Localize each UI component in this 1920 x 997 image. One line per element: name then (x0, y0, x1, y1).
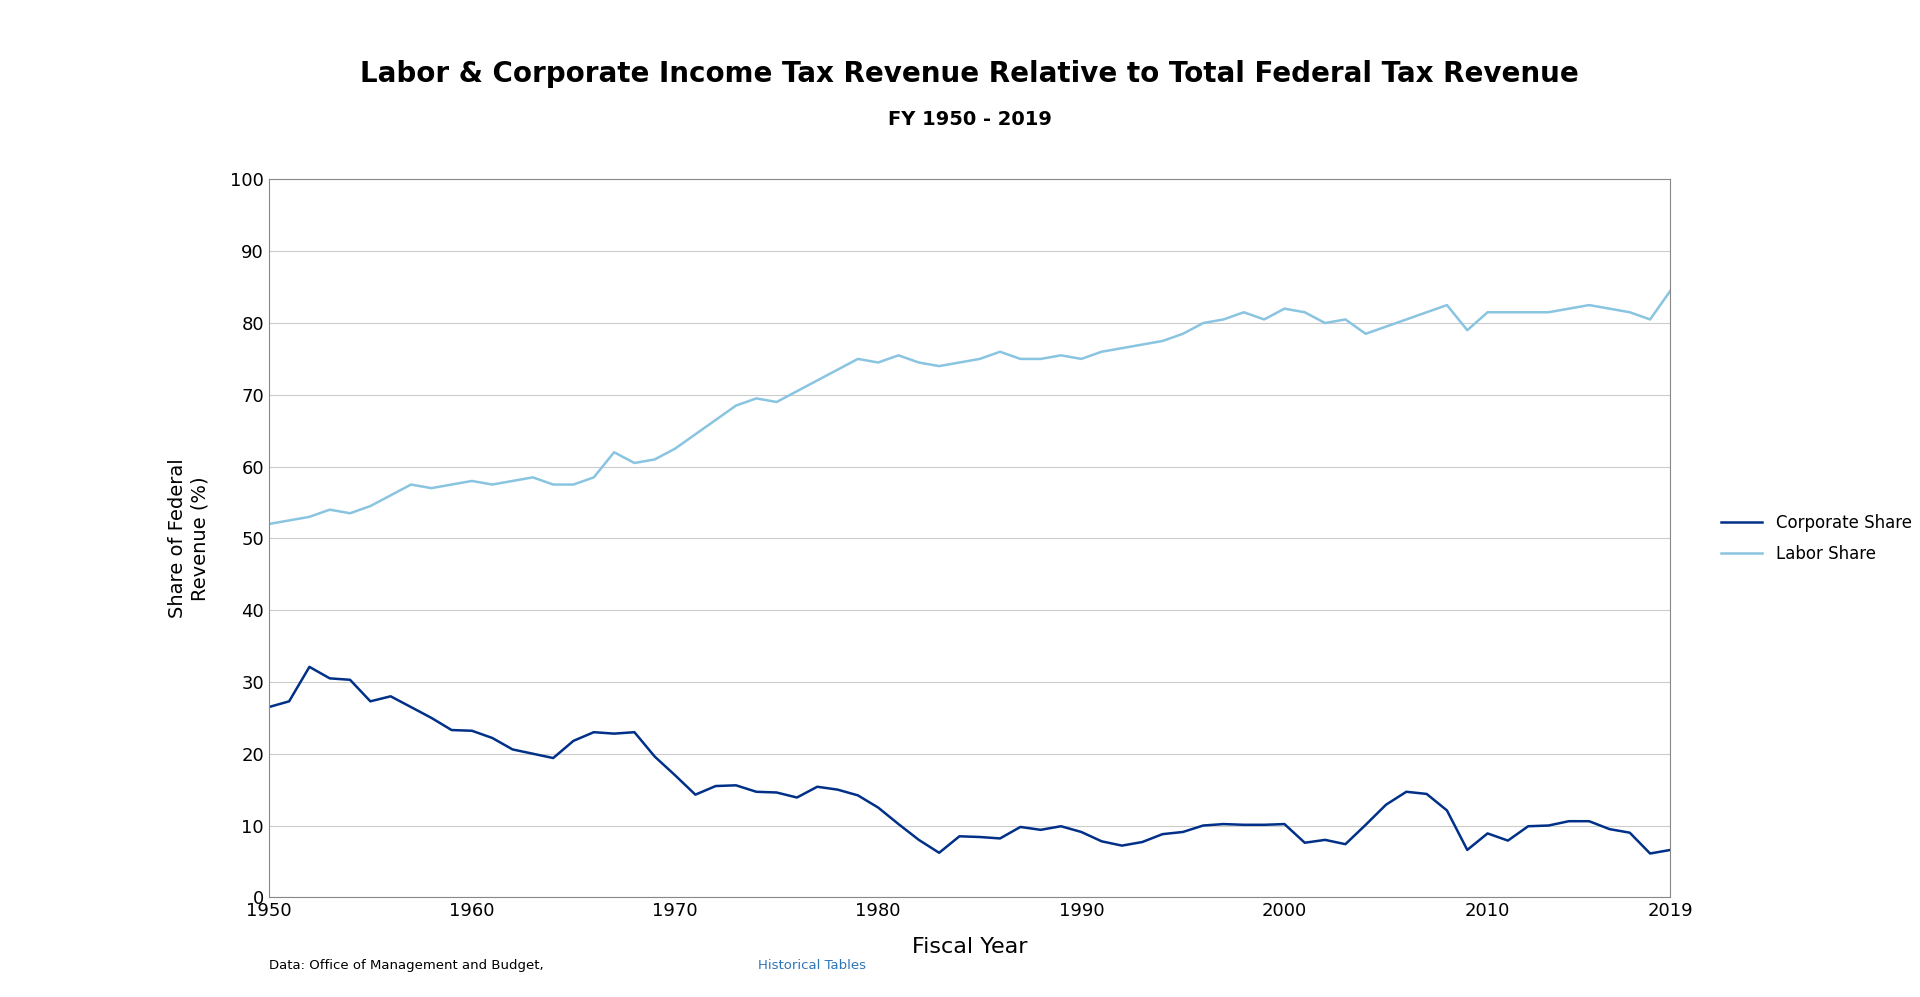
Text: Historical Tables: Historical Tables (758, 959, 866, 972)
Labor Share (622, 457, 645, 469)
Corporate Share (298, 661, 321, 673)
Labor Share (684, 429, 707, 441)
Corporate Share (866, 802, 889, 814)
Line: Labor Share: Labor Share (269, 291, 1670, 524)
Corporate Share (603, 728, 626, 740)
Labor Share (1029, 353, 1052, 365)
Labor Share (582, 472, 605, 484)
Text: FY 1950 - 2019: FY 1950 - 2019 (887, 110, 1052, 129)
Corporate Share (461, 725, 484, 737)
Legend: Corporate Share, Labor Share: Corporate Share, Labor Share (1720, 513, 1912, 563)
Corporate Share (1050, 821, 1073, 832)
Labor Share (1436, 299, 1459, 311)
Text: Labor & Corporate Income Tax Revenue Relative to Total Federal Tax Revenue: Labor & Corporate Income Tax Revenue Rel… (361, 60, 1578, 88)
Y-axis label: Share of Federal
Revenue (%): Share of Federal Revenue (%) (169, 459, 209, 618)
Labor Share (1659, 285, 1682, 297)
Line: Corporate Share: Corporate Share (269, 667, 1670, 853)
Corporate Share (1659, 843, 1682, 855)
Text: Data: Office of Management and Budget,: Data: Office of Management and Budget, (269, 959, 547, 972)
Corporate Share (1476, 828, 1500, 839)
Corporate Share (705, 780, 728, 792)
Corporate Share (257, 701, 280, 713)
X-axis label: Fiscal Year: Fiscal Year (912, 937, 1027, 957)
Corporate Share (1638, 847, 1661, 859)
Labor Share (1455, 324, 1478, 336)
Labor Share (257, 518, 280, 530)
